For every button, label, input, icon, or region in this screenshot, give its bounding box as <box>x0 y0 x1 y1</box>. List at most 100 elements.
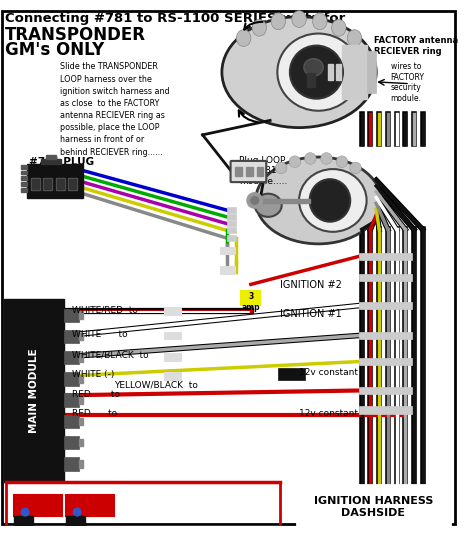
Bar <box>21 171 27 174</box>
Ellipse shape <box>304 152 316 164</box>
Bar <box>307 73 315 87</box>
Bar <box>79 311 83 319</box>
Ellipse shape <box>310 179 350 221</box>
Circle shape <box>247 193 263 208</box>
Ellipse shape <box>275 162 287 174</box>
Bar <box>164 372 182 380</box>
Bar <box>359 302 412 309</box>
Ellipse shape <box>222 17 376 128</box>
Bar <box>13 516 33 525</box>
Ellipse shape <box>332 19 346 36</box>
Bar <box>64 372 79 386</box>
Bar <box>31 178 39 190</box>
Bar <box>57 179 64 189</box>
Text: IGNITION #1: IGNITION #1 <box>280 309 342 319</box>
Ellipse shape <box>252 19 266 36</box>
Text: IGNITION HARNESS
DASHSIDE: IGNITION HARNESS DASHSIDE <box>314 496 433 518</box>
Bar <box>256 167 264 177</box>
Bar <box>45 179 51 189</box>
Bar <box>227 227 237 233</box>
Text: WHITE (-): WHITE (-) <box>73 370 115 379</box>
Bar <box>164 308 182 315</box>
Bar <box>44 178 52 190</box>
Text: WHITE/RED  to: WHITE/RED to <box>73 305 138 315</box>
Text: RECIEVER ring: RECIEVER ring <box>374 47 442 56</box>
Bar <box>366 51 376 94</box>
Bar <box>359 253 412 260</box>
Bar <box>13 495 62 516</box>
Ellipse shape <box>271 13 285 29</box>
Ellipse shape <box>312 13 327 29</box>
Bar <box>79 375 83 383</box>
Bar <box>227 221 237 226</box>
Bar <box>227 235 237 241</box>
Text: 3
amp: 3 amp <box>242 292 260 311</box>
Bar <box>343 45 366 99</box>
Bar <box>65 495 114 516</box>
Text: FACTORY antenna: FACTORY antenna <box>374 36 458 45</box>
Bar <box>56 178 64 190</box>
Text: Plug LOOP
into 781
module.....: Plug LOOP into 781 module..... <box>239 156 288 186</box>
Circle shape <box>21 508 29 516</box>
Bar <box>42 159 61 164</box>
Bar <box>21 165 27 169</box>
Bar <box>359 274 412 281</box>
Bar <box>64 436 79 449</box>
Bar <box>4 299 64 482</box>
Bar <box>278 368 305 380</box>
Bar <box>359 387 412 394</box>
Bar <box>297 485 449 525</box>
Ellipse shape <box>255 194 282 217</box>
Text: 12v constant: 12v constant <box>299 368 358 377</box>
Circle shape <box>73 508 81 516</box>
Ellipse shape <box>320 152 332 164</box>
Bar <box>246 167 253 177</box>
Bar <box>220 247 236 255</box>
Bar <box>359 358 412 365</box>
Ellipse shape <box>299 169 366 232</box>
Ellipse shape <box>289 156 301 167</box>
Bar <box>65 516 85 525</box>
Bar <box>336 64 340 80</box>
Bar <box>64 309 79 322</box>
Ellipse shape <box>290 45 343 98</box>
Bar <box>21 182 27 186</box>
Text: GM's ONLY: GM's ONLY <box>5 41 104 59</box>
FancyBboxPatch shape <box>230 161 266 182</box>
Bar <box>164 332 182 339</box>
Bar <box>79 439 83 446</box>
Text: Connecting #781 to RS-1100 SERIES units for: Connecting #781 to RS-1100 SERIES units … <box>5 12 345 25</box>
Bar <box>64 415 79 428</box>
Text: WHITE/BLACK  to: WHITE/BLACK to <box>73 351 149 360</box>
Bar <box>79 396 83 404</box>
Text: YELLOW/BLACK  to: YELLOW/BLACK to <box>114 381 198 390</box>
Bar <box>64 393 79 407</box>
Bar <box>227 207 237 213</box>
Bar <box>79 354 83 362</box>
Ellipse shape <box>237 30 251 47</box>
Text: 12v constant: 12v constant <box>299 409 358 418</box>
Bar <box>46 155 56 159</box>
Bar <box>64 330 79 343</box>
Text: RED      to: RED to <box>73 409 118 418</box>
Text: WHITE      to: WHITE to <box>73 330 128 339</box>
Text: IGNITION #2: IGNITION #2 <box>280 280 342 289</box>
Text: TRANSPONDER: TRANSPONDER <box>5 26 146 44</box>
Bar <box>79 460 83 468</box>
Bar <box>64 457 79 471</box>
Text: Slide the TRANSPONDER
LOOP harness over the
ignition switch harness and
as close: Slide the TRANSPONDER LOOP harness over … <box>60 63 169 157</box>
Ellipse shape <box>277 34 359 111</box>
Bar <box>220 266 236 274</box>
Bar <box>21 177 27 180</box>
Bar <box>79 417 83 425</box>
Bar <box>69 178 77 190</box>
Ellipse shape <box>292 11 306 27</box>
Bar <box>241 291 261 304</box>
Ellipse shape <box>304 59 323 76</box>
Text: RED       to: RED to <box>73 389 120 399</box>
Ellipse shape <box>255 157 381 244</box>
Bar <box>27 164 83 197</box>
Circle shape <box>251 196 258 204</box>
Bar <box>256 198 310 203</box>
Bar <box>236 167 242 177</box>
